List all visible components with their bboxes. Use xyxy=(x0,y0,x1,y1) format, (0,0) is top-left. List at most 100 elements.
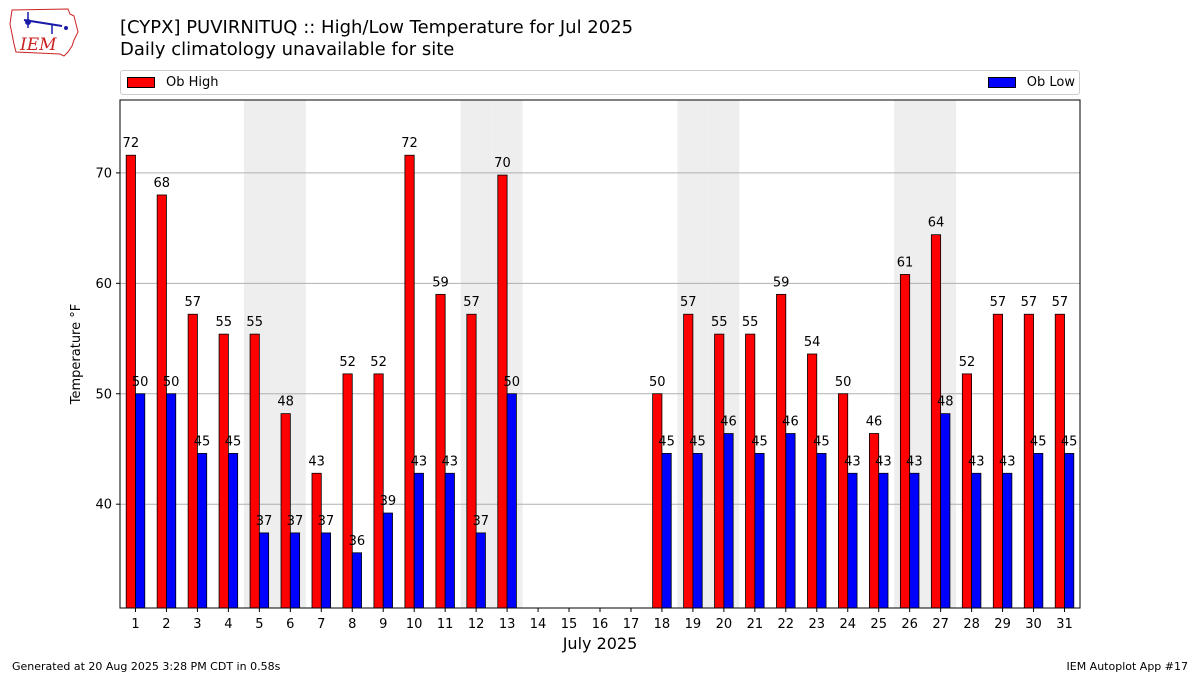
x-tick-label: 5 xyxy=(255,617,263,632)
low-value-label: 37 xyxy=(287,514,304,529)
x-tick-label: 16 xyxy=(592,617,609,632)
high-value-label: 52 xyxy=(339,355,356,370)
high-bar xyxy=(776,293,787,609)
low-bar xyxy=(661,452,672,609)
low-value-label: 45 xyxy=(658,434,675,449)
x-tick-label: 12 xyxy=(468,617,485,632)
x-tick-label: 26 xyxy=(901,617,918,632)
iem-logo: IEM xyxy=(9,8,79,57)
x-tick-label: 13 xyxy=(499,617,516,632)
low-value-label: 43 xyxy=(411,454,428,469)
x-tick-label: 1 xyxy=(131,617,139,632)
low-value-label: 46 xyxy=(720,415,737,430)
high-value-label: 52 xyxy=(959,355,976,370)
low-value-label: 50 xyxy=(163,375,180,390)
high-value-label: 57 xyxy=(1021,295,1038,310)
low-bar xyxy=(289,532,301,609)
chart-title: [CYPX] PUVIRNITUQ :: High/Low Temperatur… xyxy=(120,17,634,38)
low-bar xyxy=(909,472,920,609)
high-value-label: 50 xyxy=(835,375,852,390)
low-bar xyxy=(878,472,889,609)
high-value-label: 55 xyxy=(215,315,232,330)
low-bar xyxy=(692,452,703,609)
low-value-label: 45 xyxy=(1030,434,1047,449)
high-value-label: 50 xyxy=(649,375,666,390)
x-tick-label: 29 xyxy=(994,617,1011,632)
y-tick-label: 40 xyxy=(95,498,112,513)
high-value-label: 52 xyxy=(370,355,387,370)
low-value-label: 37 xyxy=(256,514,273,529)
low-bar xyxy=(227,452,239,609)
high-value-label: 68 xyxy=(154,176,171,191)
x-tick-label: 4 xyxy=(224,617,232,632)
high-value-label: 72 xyxy=(401,136,418,151)
x-tick-label: 30 xyxy=(1025,617,1042,632)
low-bar xyxy=(971,472,982,609)
high-value-label: 55 xyxy=(742,315,759,330)
high-value-label: 48 xyxy=(277,395,294,410)
low-bar xyxy=(847,472,858,609)
legend-item-high: Ob High xyxy=(127,75,219,90)
low-value-label: 45 xyxy=(1061,434,1078,449)
high-bar xyxy=(280,413,291,609)
low-value-label: 48 xyxy=(937,395,954,410)
x-tick-label: 18 xyxy=(654,617,671,632)
low-bar xyxy=(413,472,424,609)
low-value-label: 50 xyxy=(132,375,149,390)
low-bar xyxy=(754,452,765,609)
low-value-label: 37 xyxy=(473,514,490,529)
x-tick-label: 15 xyxy=(561,617,578,632)
low-value-label: 43 xyxy=(442,454,459,469)
low-bar xyxy=(444,472,455,609)
low-value-label: 39 xyxy=(380,494,397,509)
low-value-label: 43 xyxy=(906,454,923,469)
high-bar xyxy=(807,353,818,609)
low-value-label: 45 xyxy=(689,434,706,449)
high-value-label: 57 xyxy=(990,295,1007,310)
x-tick-label: 3 xyxy=(193,617,201,632)
y-tick-label: 60 xyxy=(95,277,112,292)
low-bar xyxy=(475,532,486,609)
high-bar xyxy=(838,393,849,609)
high-bar xyxy=(435,293,446,609)
high-value-label: 64 xyxy=(928,216,945,231)
high-value-label: 72 xyxy=(123,136,140,151)
chart-subtitle: Daily climatology unavailable for site xyxy=(120,39,455,60)
low-bar xyxy=(785,433,796,609)
x-tick-label: 21 xyxy=(747,617,764,632)
high-value-label: 57 xyxy=(463,295,480,310)
high-bar xyxy=(961,373,973,609)
high-value-label: 59 xyxy=(432,275,449,290)
low-value-label: 45 xyxy=(751,434,768,449)
x-tick-label: 10 xyxy=(406,617,423,632)
high-bar xyxy=(404,154,415,609)
legend-swatch-high xyxy=(127,77,155,88)
low-value-label: 37 xyxy=(318,514,335,529)
low-bar xyxy=(1033,452,1044,609)
high-bar xyxy=(373,373,384,609)
x-tick-label: 7 xyxy=(317,617,325,632)
x-tick-label: 2 xyxy=(162,617,170,632)
svg-text:IEM: IEM xyxy=(19,35,57,55)
low-value-label: 43 xyxy=(844,454,861,469)
high-bar xyxy=(652,393,663,609)
high-value-label: 55 xyxy=(246,315,263,330)
high-value-label: 57 xyxy=(184,295,201,310)
high-value-label: 43 xyxy=(308,454,325,469)
low-bar xyxy=(166,393,177,609)
high-bar xyxy=(714,333,725,609)
generated-footer: Generated at 20 Aug 2025 3:28 PM CDT in … xyxy=(12,660,281,673)
x-tick-label: 22 xyxy=(778,617,795,632)
high-bar xyxy=(683,313,694,609)
x-tick-label: 11 xyxy=(437,617,454,632)
x-tick-label: 23 xyxy=(809,617,826,632)
high-value-label: 70 xyxy=(494,156,511,171)
high-bar xyxy=(497,174,508,609)
legend-swatch-low xyxy=(987,77,1016,88)
x-tick-label: 28 xyxy=(963,617,980,632)
high-value-label: 57 xyxy=(1052,295,1069,310)
high-value-label: 59 xyxy=(773,275,790,290)
high-bar xyxy=(249,333,260,609)
x-tick-label: 27 xyxy=(932,617,949,632)
